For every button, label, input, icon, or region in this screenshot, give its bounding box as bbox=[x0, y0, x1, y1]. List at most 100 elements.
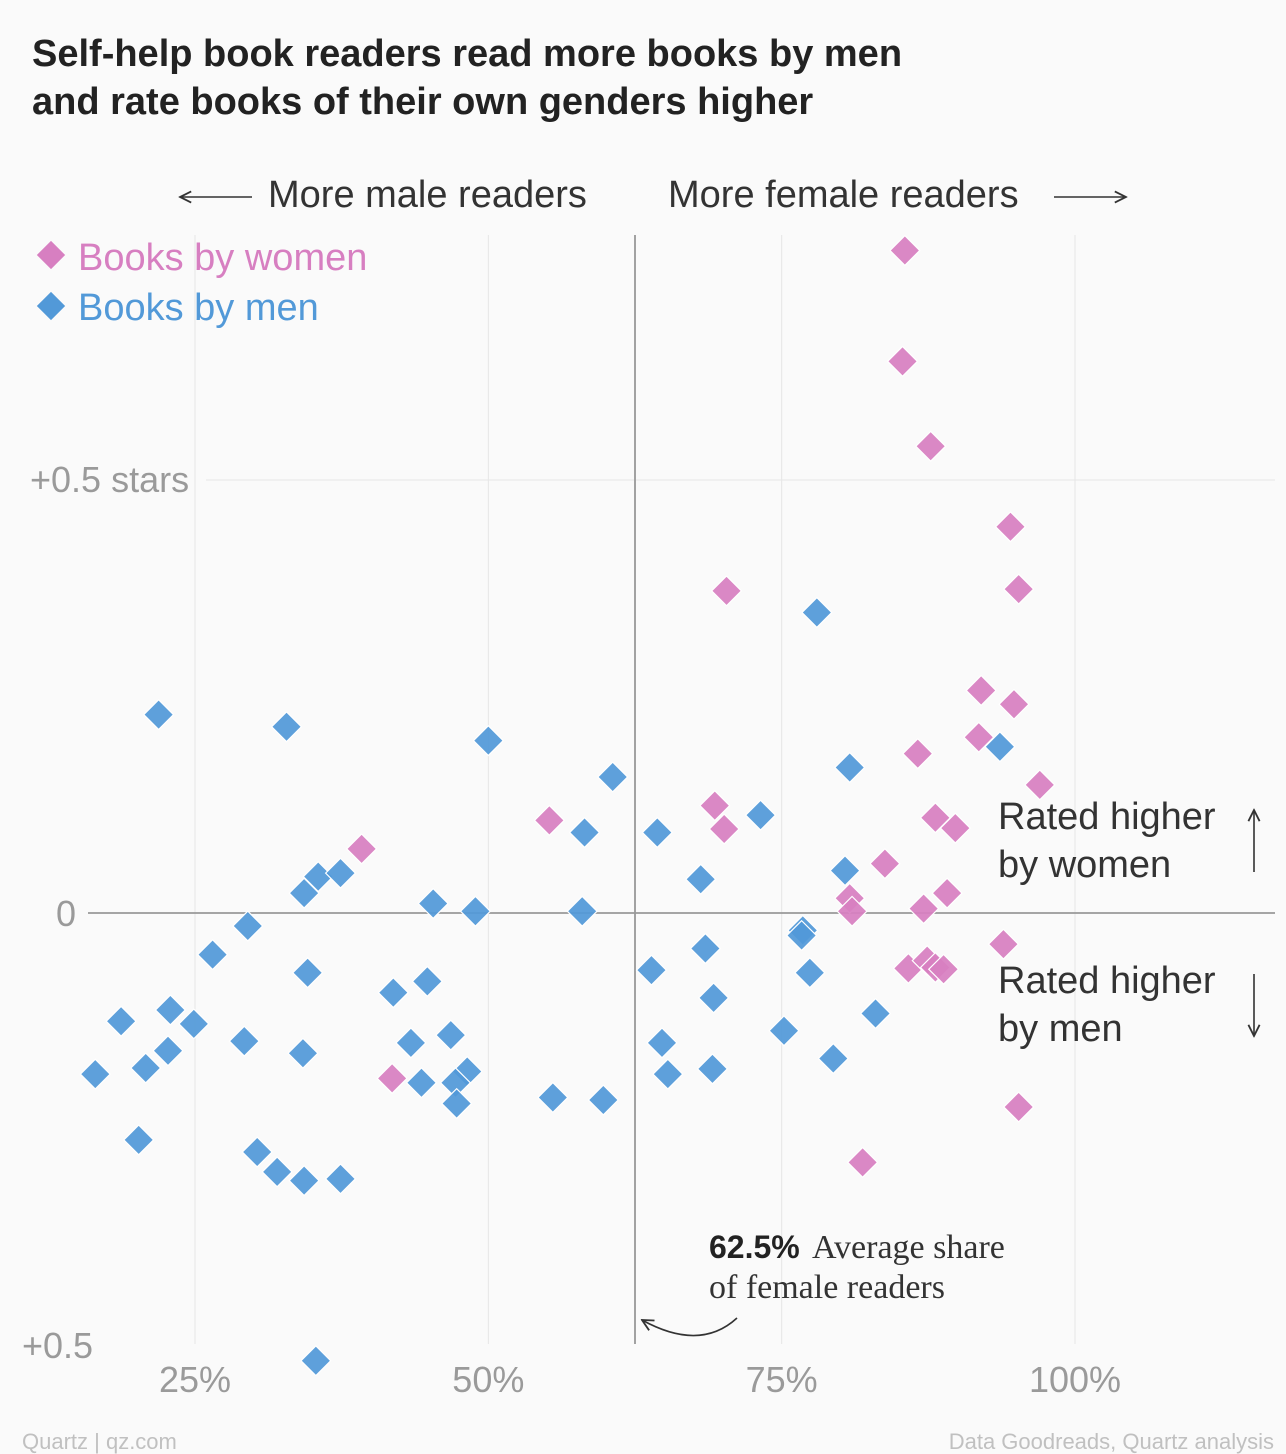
male-readers-label: More male readers bbox=[268, 174, 587, 216]
men-book-point bbox=[287, 1037, 319, 1069]
women-book-point bbox=[931, 877, 963, 909]
men-book-point bbox=[241, 1136, 273, 1168]
men-book-point bbox=[685, 863, 717, 895]
rated-higher-women-line-1: Rated higher bbox=[998, 796, 1216, 838]
legend-men-marker bbox=[36, 291, 66, 321]
women-book-point bbox=[902, 737, 934, 770]
men-book-point bbox=[405, 1067, 438, 1099]
men-book-point bbox=[411, 965, 444, 998]
men-book-point bbox=[859, 997, 892, 1030]
women-book-point bbox=[998, 688, 1030, 720]
men-book-point bbox=[829, 854, 861, 887]
average-share-annotation: 62.5% Average share of female readers bbox=[642, 1229, 1005, 1337]
average-share-pointer-arrow bbox=[642, 1317, 738, 1337]
women-book-point bbox=[1002, 573, 1035, 605]
women-book-point bbox=[994, 511, 1027, 543]
men-book-point bbox=[697, 982, 730, 1014]
x-tick-label: 75% bbox=[746, 1359, 818, 1400]
men-book-point bbox=[785, 919, 818, 952]
women-book-point bbox=[963, 721, 995, 753]
rated-higher-men-line-1: Rated higher bbox=[998, 960, 1216, 1002]
direction-labels: More male readers More female readers bbox=[180, 174, 1126, 216]
men-book-point bbox=[440, 1087, 473, 1120]
chart-title-line-2: and rate books of their own genders high… bbox=[32, 81, 814, 123]
men-book-point bbox=[324, 857, 357, 889]
axes: 25% 50% 75% 100% +0.5 stars 0 +0.5 bbox=[22, 235, 1275, 1400]
men-book-point bbox=[635, 954, 668, 986]
rated-higher-women-line-2: by women bbox=[998, 844, 1171, 886]
y-tick-label: +0.5 stars bbox=[30, 459, 189, 500]
men-book-point bbox=[834, 751, 866, 784]
women-book-point bbox=[965, 674, 997, 707]
men-book-point bbox=[744, 799, 777, 831]
men-book-point bbox=[377, 976, 409, 1009]
women-book-point bbox=[708, 813, 740, 845]
men-book-point bbox=[439, 1067, 472, 1099]
x-tick-label: 50% bbox=[452, 1359, 524, 1400]
y-tick-label: +0.5 bbox=[22, 1325, 93, 1366]
legend: Books by women Books by men bbox=[36, 237, 367, 329]
men-book-point bbox=[130, 1052, 162, 1084]
women-book-point bbox=[1002, 1091, 1035, 1123]
men-book-point bbox=[152, 1034, 184, 1067]
rating-annotations: Rated higher by women Rated higher by me… bbox=[998, 796, 1254, 1050]
men-book-point bbox=[537, 1081, 569, 1114]
men-book-point bbox=[652, 1058, 684, 1090]
women-book-point bbox=[1024, 769, 1056, 801]
women-book-point bbox=[907, 892, 940, 925]
men-book-point bbox=[984, 731, 1016, 763]
chart-title: Self-help book readers read more books b… bbox=[32, 30, 1032, 126]
grid-lines bbox=[194, 235, 1275, 1344]
men-book-point bbox=[261, 1156, 293, 1188]
men-book-point bbox=[142, 698, 175, 731]
men-book-point bbox=[696, 1053, 729, 1085]
women-book-point bbox=[927, 953, 960, 985]
men-book-point bbox=[288, 877, 320, 909]
footer: Quartz | qz.com Data Goodreads, Quartz a… bbox=[22, 1429, 1274, 1454]
x-tick-label: 100% bbox=[1029, 1359, 1121, 1400]
men-book-point bbox=[79, 1058, 111, 1090]
men-book-point bbox=[472, 724, 505, 757]
men-book-point bbox=[417, 887, 449, 920]
chart-title-line-1: Self-help book readers read more books b… bbox=[32, 33, 903, 75]
footer-source-left: Quartz | qz.com bbox=[22, 1429, 177, 1454]
average-share-text-line-2: of female readers bbox=[709, 1269, 945, 1306]
men-book-point bbox=[689, 932, 722, 965]
men-book-point bbox=[794, 957, 826, 989]
rated-higher-men-line-2: by men bbox=[998, 1008, 1123, 1050]
average-share-text-line-1: Average share bbox=[812, 1229, 1005, 1266]
men-book-point bbox=[154, 994, 187, 1026]
men-book-point bbox=[435, 1019, 467, 1051]
men-book-point bbox=[817, 1042, 849, 1075]
men-book-point bbox=[459, 895, 492, 927]
women-book-point bbox=[914, 430, 947, 462]
men-book-point bbox=[232, 910, 264, 942]
women-book-point bbox=[376, 1062, 408, 1095]
men-book-point bbox=[122, 1124, 155, 1156]
men-book-point bbox=[566, 895, 598, 927]
men-book-point bbox=[291, 957, 324, 989]
female-readers-label: More female readers bbox=[668, 174, 1019, 216]
men-book-point bbox=[288, 1164, 320, 1197]
men-book-point bbox=[105, 1005, 137, 1037]
men-book-point bbox=[196, 938, 229, 971]
legend-men-label: Books by men bbox=[78, 287, 319, 329]
legend-women-label: Books by women bbox=[78, 237, 367, 279]
women-book-point bbox=[710, 575, 743, 607]
women-book-point bbox=[987, 928, 1020, 960]
y-tick-label: 0 bbox=[56, 893, 76, 934]
men-book-point bbox=[801, 596, 833, 629]
data-points bbox=[79, 234, 1056, 1377]
women-book-point bbox=[886, 345, 919, 378]
women-book-point bbox=[869, 847, 901, 880]
footer-data-credit: Data Goodreads, Quartz analysis bbox=[949, 1429, 1274, 1454]
men-book-point bbox=[178, 1008, 210, 1040]
men-book-point bbox=[641, 816, 673, 849]
men-book-point bbox=[270, 711, 303, 743]
men-book-point bbox=[646, 1027, 678, 1059]
women-book-point bbox=[345, 833, 378, 865]
men-book-point bbox=[597, 761, 629, 793]
men-book-point bbox=[568, 816, 601, 849]
